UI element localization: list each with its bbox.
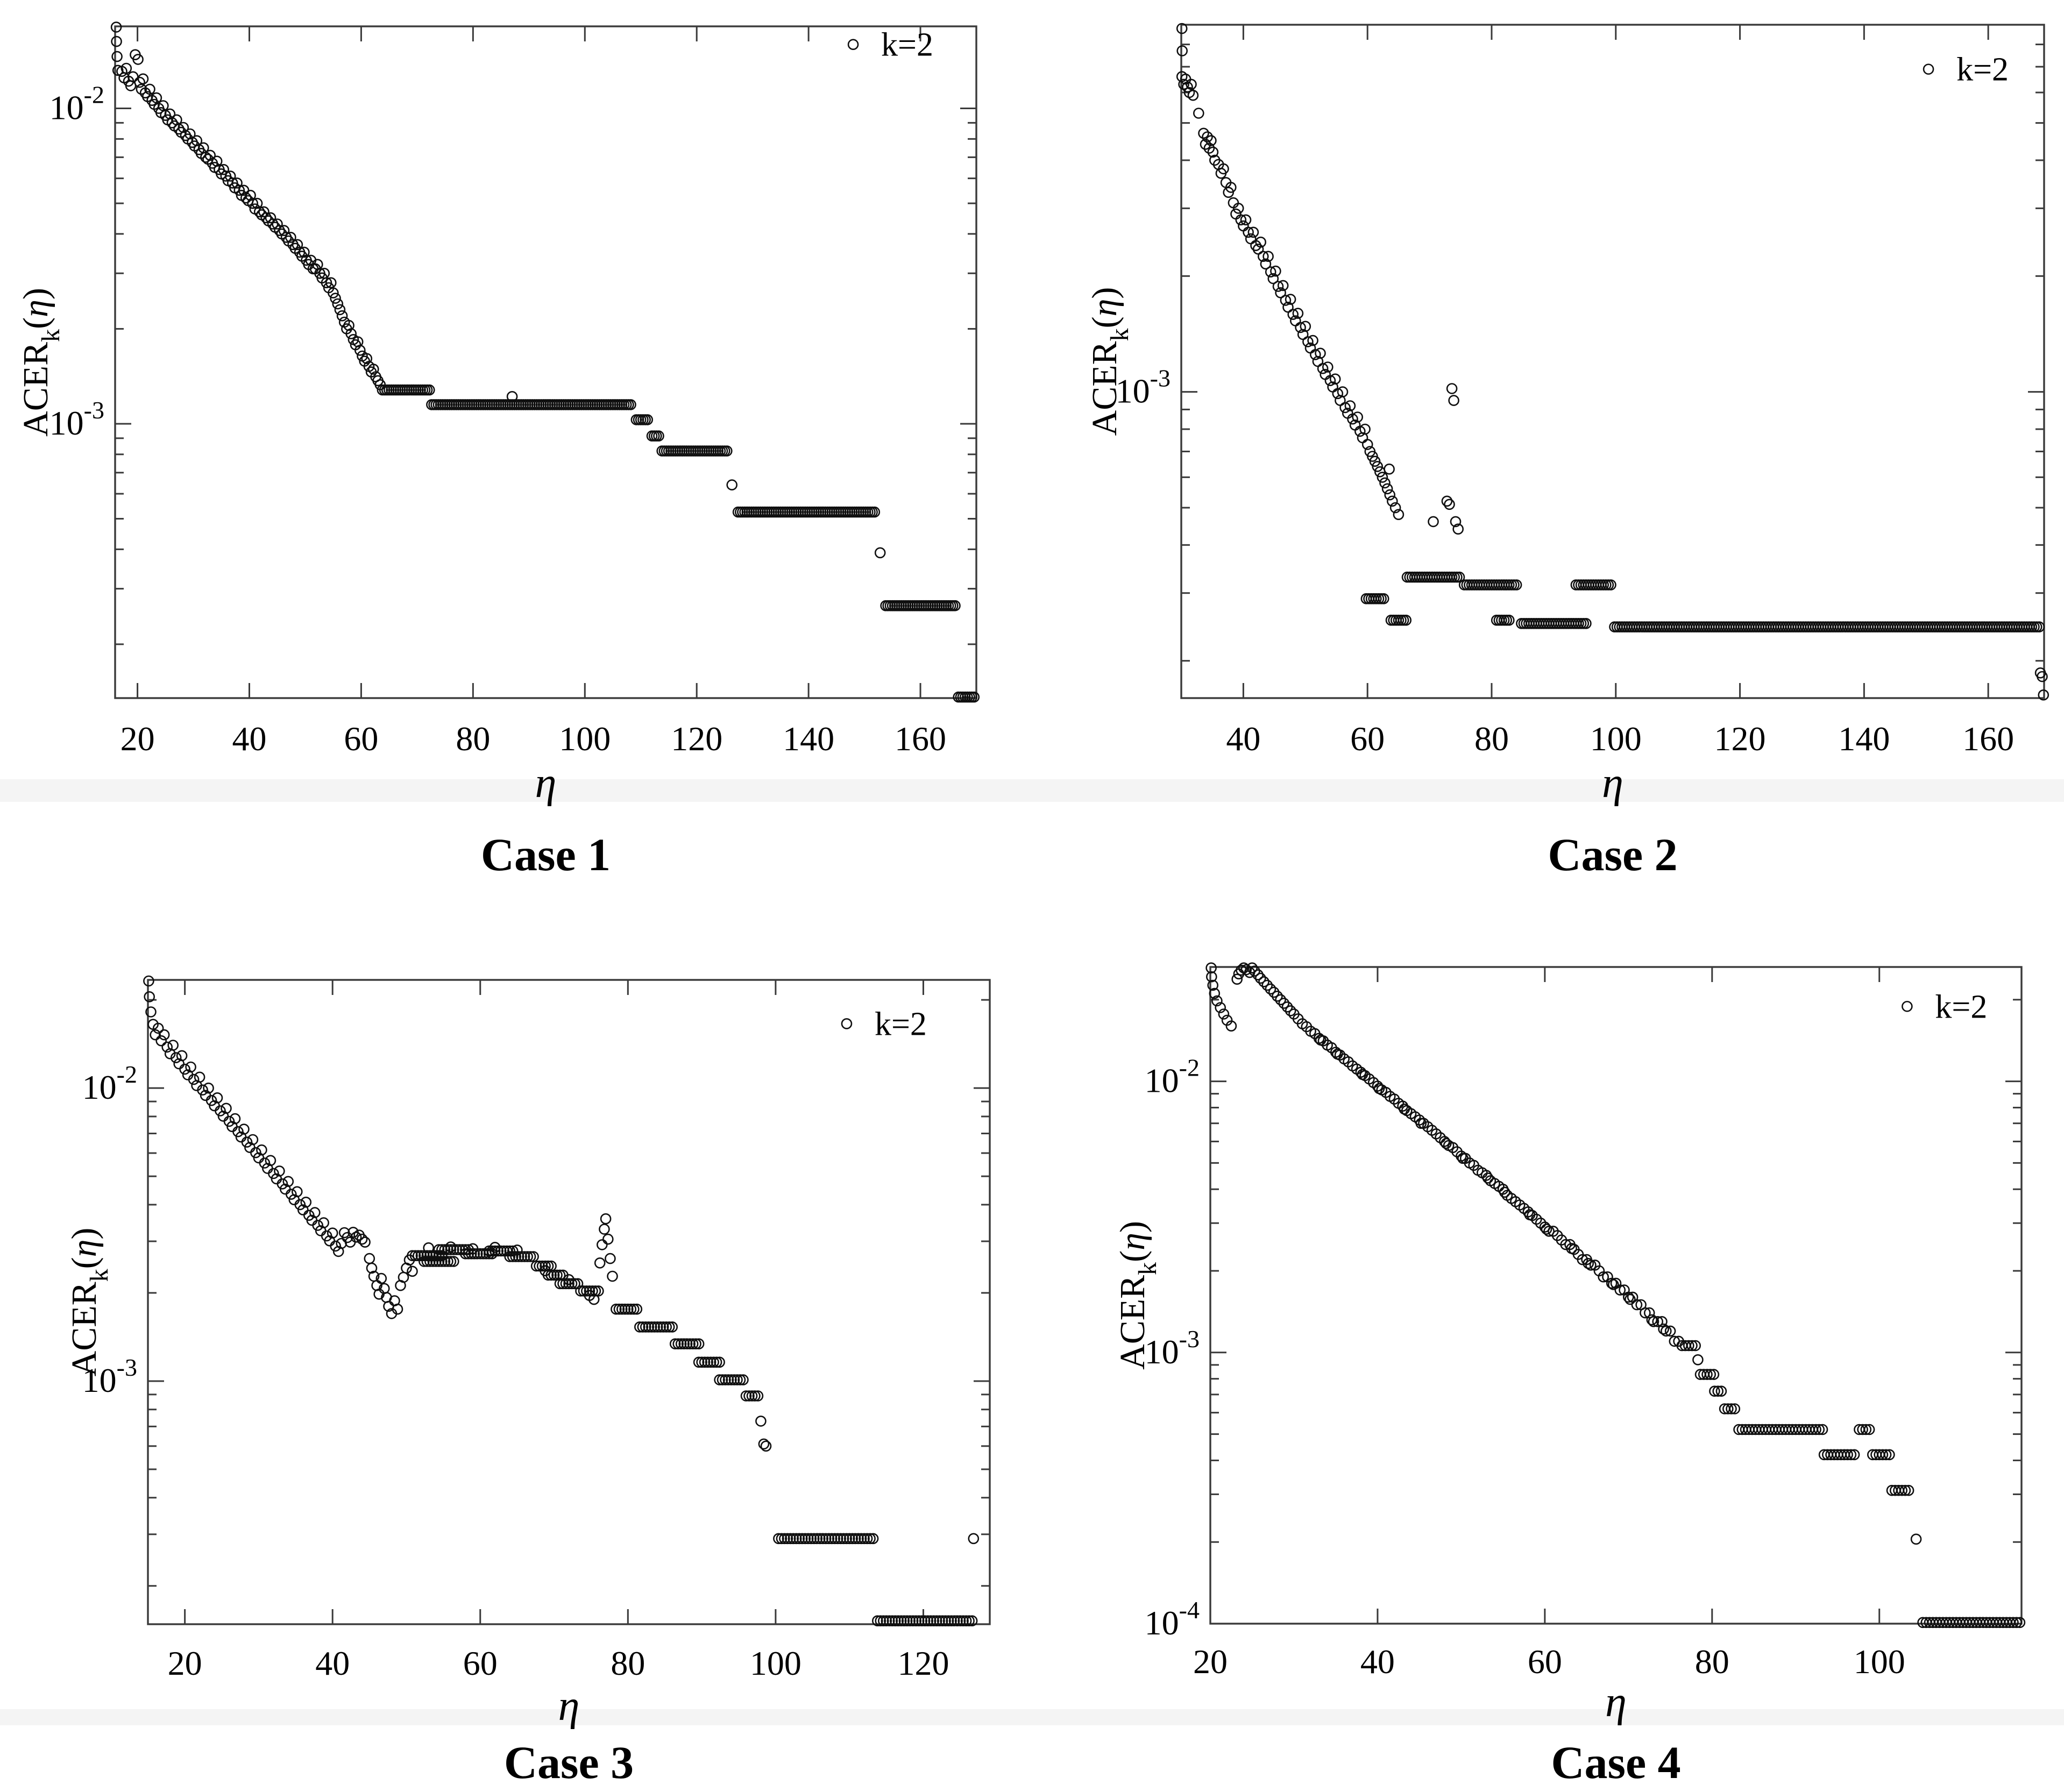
y-tick-label: 10-2 [49,81,104,127]
x-axis-label: η [1602,759,1623,807]
legend: k=2 [1923,52,2009,88]
chart-caption: Case 2 [1548,829,1677,880]
x-tick-label: 160 [1962,720,2014,758]
y-tick-label: 10-3 [1145,1325,1200,1371]
axis-ticks [115,26,976,698]
x-tick-label: 100 [750,1644,802,1682]
x-tick-label: 60 [463,1644,498,1682]
legend: k=2 [841,1006,927,1042]
plot-axes [114,25,977,699]
legend: k=2 [1902,989,1987,1025]
y-axis-label: ACERk(η) [65,1228,114,1377]
x-tick-label: 20 [168,1644,202,1682]
x-tick-label: 40 [232,720,267,758]
plot-axes [147,979,991,1625]
y-tick-label: 10-4 [1145,1596,1200,1642]
x-tick-label: 60 [1528,1642,1562,1681]
legend-label: k=2 [1956,52,2009,88]
x-tick-label: 40 [1360,1642,1395,1681]
axis-ticks [148,980,990,1624]
axis-ticks [1209,967,2022,1625]
data-points [143,975,980,1626]
x-tick-label: 140 [1838,720,1890,758]
y-tick-label: 10-3 [82,1354,137,1399]
legend-marker-circle-icon [841,1018,853,1029]
x-tick-label: 120 [897,1644,949,1682]
chart-case-1: 20 40 60 80 100 120 140 16010-210-3k=2ηACERk(η)… [16,22,980,880]
axis-text: 20 40 60 80 100 120 10-2 10-3 [82,1061,949,1682]
legend-marker-circle-icon [847,39,859,51]
legend-marker-circle-icon [1902,1000,1913,1012]
x-tick-label: 120 [1714,720,1766,758]
legend-label: k=2 [1935,989,1987,1025]
axis-ticks [1181,24,2044,698]
chart-caption: Case 3 [504,1737,634,1788]
legend-marker-circle-icon [1923,63,1934,75]
chart-caption: Case 1 [481,829,611,880]
y-tick-label: 10-2 [1145,1054,1200,1100]
x-tick-label: 160 [895,720,946,758]
x-tick-label: 120 [671,720,722,758]
scan-artifact-stripe-bottom [0,1709,2064,1725]
chart-case-4: 20 40 60 80 10010-210-310-4k=2ηACERk(η)Case … [1113,962,2026,1788]
plot-axes [1209,966,2023,1625]
x-tick-label: 80 [1474,720,1509,758]
x-tick-label: 60 [344,720,378,758]
x-tick-label: 40 [1226,720,1260,758]
x-tick-label: 100 [1590,720,1642,758]
x-tick-label: 60 [1350,720,1385,758]
x-axis-label: η [558,1682,580,1730]
legend-label: k=2 [881,27,933,63]
x-tick-label: 80 [611,1644,645,1682]
scan-artifact-stripe-top [0,779,2064,802]
chart-case-3: 20 40 60 80 100 120 10-2 10-3 k=2 η ACERk(η) Case 3 [65,975,991,1788]
plot-axes [1180,24,2045,699]
x-tick-label: 20 [1193,1642,1228,1681]
x-tick-label: 80 [1695,1642,1729,1681]
data-points [1176,23,2049,701]
data-points [110,22,980,703]
y-axis-label: ACERk(η) [1085,287,1134,436]
data-points [1205,962,2026,1629]
x-tick-label: 100 [1854,1642,1905,1681]
legend-label: k=2 [875,1006,927,1042]
y-tick-label: 10-2 [82,1061,137,1106]
chart-caption: Case 4 [1551,1737,1680,1788]
x-tick-label: 40 [315,1644,350,1682]
axis-text: 20 40 60 80 100 120 140 160 10-2 10-3 [49,81,946,758]
x-tick-label: 140 [783,720,834,758]
x-axis-label: η [1605,1679,1627,1726]
axis-text: 20 40 60 80 100 10-2 10-3 10-4 [1145,1054,1905,1681]
y-tick-label: 10-3 [49,396,104,442]
x-tick-label: 100 [559,720,611,758]
legend: k=2 [847,27,933,63]
x-axis-label: η [535,759,557,807]
x-tick-label: 80 [456,720,490,758]
x-tick-label: 20 [120,720,155,758]
